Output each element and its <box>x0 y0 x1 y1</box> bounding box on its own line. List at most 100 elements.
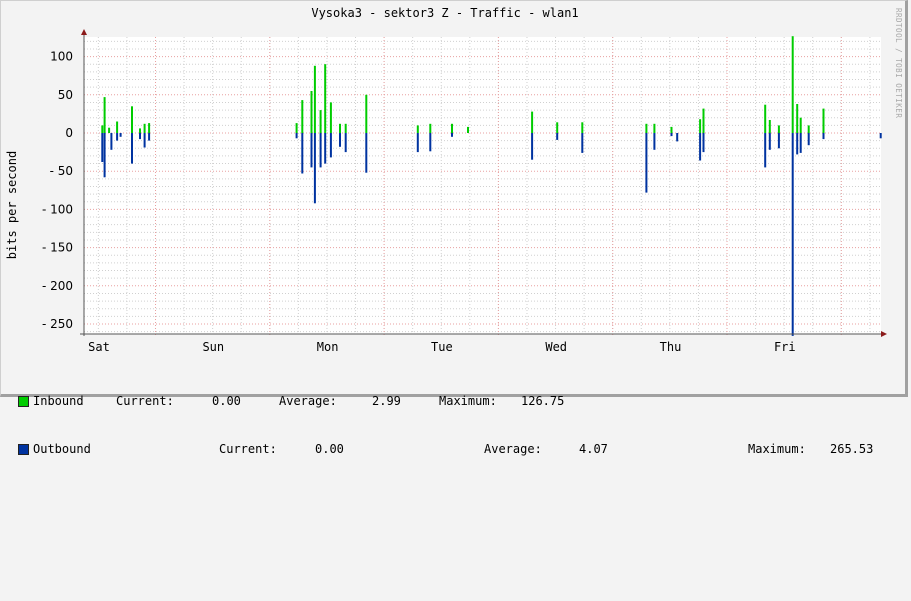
x-tick-label-wed: Wed <box>545 340 567 354</box>
traffic-spike <box>581 122 584 133</box>
traffic-spike <box>416 125 419 133</box>
traffic-spike <box>799 133 802 153</box>
outbound-average-label: Average: <box>484 442 542 456</box>
inbound-label: Inbound <box>33 394 84 408</box>
outbound-current-value: 0.00 <box>315 442 344 456</box>
traffic-spike <box>531 111 534 133</box>
traffic-spike <box>764 133 767 168</box>
traffic-spike <box>139 133 141 140</box>
inbound-current-value: 0.00 <box>212 394 241 408</box>
traffic-spike <box>451 133 453 137</box>
traffic-spike <box>653 123 656 133</box>
traffic-spike <box>702 133 705 153</box>
traffic-spike <box>329 102 332 133</box>
traffic-spike <box>670 126 673 133</box>
traffic-spike <box>807 125 810 133</box>
traffic-spike <box>796 104 799 133</box>
inbound-swatch-icon <box>18 396 29 407</box>
traffic-spike <box>429 133 432 152</box>
inbound-maximum-value: 126.75 <box>521 394 565 408</box>
traffic-spike <box>581 133 584 153</box>
traffic-spike <box>139 128 141 133</box>
inbound-current-label: Current: <box>116 394 174 408</box>
traffic-spike <box>319 133 322 168</box>
traffic-spike <box>777 125 780 133</box>
outbound-swatch-icon <box>18 444 29 455</box>
traffic-spike <box>101 133 104 162</box>
traffic-spike <box>295 123 298 133</box>
inbound-series <box>101 36 825 134</box>
traffic-spike <box>365 94 368 133</box>
outbound-average-value: 4.07 <box>579 442 608 456</box>
traffic-spike <box>777 133 780 149</box>
plot-canvas <box>84 37 881 334</box>
y-axis-arrow-icon <box>81 29 87 35</box>
traffic-spike <box>131 133 133 164</box>
chart-title: Vysoka3 - sektor3 Z - Traffic - wlan1 <box>311 6 579 20</box>
traffic-spike <box>429 123 432 133</box>
traffic-spike <box>324 64 327 133</box>
traffic-spike <box>556 122 559 133</box>
minor-grid <box>84 37 881 334</box>
traffic-spike <box>653 133 656 150</box>
traffic-spike <box>148 123 151 133</box>
outbound-maximum-label: Maximum: <box>748 442 806 456</box>
traffic-spike <box>131 106 133 133</box>
traffic-spike <box>301 100 304 133</box>
traffic-spike <box>344 133 347 153</box>
traffic-spike <box>339 123 341 133</box>
traffic-spike <box>822 133 825 140</box>
traffic-spike <box>148 133 151 141</box>
traffic-spike <box>119 133 122 137</box>
y-tick-label: - 50 <box>50 164 73 178</box>
outbound-series <box>101 133 882 336</box>
traffic-spike <box>116 133 119 141</box>
y-tick-label: 50 <box>58 88 73 102</box>
traffic-spike <box>319 110 322 133</box>
traffic-spike <box>796 133 799 155</box>
traffic-spike <box>531 133 534 160</box>
legend-row-outbound: Outbound Current: 0.00 Average: 4.07 Max… <box>18 441 873 457</box>
traffic-spike <box>670 133 673 137</box>
traffic-spike <box>645 133 648 193</box>
y-tick-label: 100 <box>50 50 73 64</box>
traffic-spike <box>310 133 313 168</box>
x-axis-arrow-icon <box>881 331 887 337</box>
traffic-spike <box>365 133 368 173</box>
traffic-spike <box>110 133 113 150</box>
traffic-spike <box>108 127 111 133</box>
y-tick-label: - 250 <box>42 317 73 331</box>
legend: Inbound Current: 0.00 Average: 2.99 Maxi… <box>18 361 873 473</box>
traffic-spike <box>768 120 771 133</box>
x-tick-label-fri: Fri <box>774 340 796 354</box>
traffic-spike <box>451 123 453 133</box>
inbound-average-label: Average: <box>279 394 337 408</box>
inbound-average-value: 2.99 <box>372 394 401 408</box>
traffic-spike <box>416 133 419 153</box>
x-axis-ticks: Sat Sun Mon Tue Wed Thu Fri <box>88 340 795 354</box>
major-grid <box>84 37 881 336</box>
traffic-spike <box>301 133 304 174</box>
y-tick-label: - 150 <box>42 241 73 255</box>
inbound-maximum-label: Maximum: <box>439 394 497 408</box>
traffic-spike <box>879 133 882 139</box>
traffic-spike <box>702 108 705 133</box>
traffic-spike <box>344 123 347 133</box>
traffic-spike <box>791 133 794 336</box>
traffic-spike <box>313 65 316 133</box>
traffic-spike <box>101 125 104 133</box>
traffic-spike <box>791 36 794 134</box>
legend-row-inbound: Inbound Current: 0.00 Average: 2.99 Maxi… <box>18 393 564 409</box>
traffic-spike <box>103 133 106 178</box>
traffic-spike <box>329 133 332 158</box>
traffic-spike <box>324 133 327 164</box>
traffic-spike <box>143 123 146 133</box>
x-tick-label-sat: Sat <box>88 340 110 354</box>
traffic-spike <box>699 119 702 133</box>
x-tick-label-thu: Thu <box>660 340 682 354</box>
traffic-spike <box>467 126 469 133</box>
traffic-spike <box>699 133 702 161</box>
x-tick-label-sun: Sun <box>202 340 224 354</box>
traffic-spike <box>822 108 825 133</box>
outbound-label: Outbound <box>33 442 91 456</box>
